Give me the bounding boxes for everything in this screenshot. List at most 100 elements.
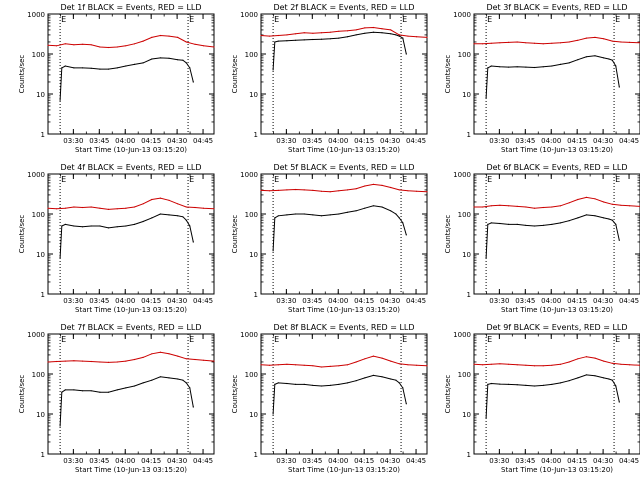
- events-series-point: [559, 63, 562, 65]
- lld-series-point: [551, 206, 553, 208]
- lld-series-point: [381, 357, 383, 359]
- events-series-point: [64, 389, 66, 391]
- events-series-point: [274, 383, 276, 385]
- lld-series-point: [346, 364, 349, 366]
- detector-panel-1: Det 1f BLACK = Events, RED = LLD 1 10 100 10…: [18, 3, 215, 154]
- lld-series-point: [416, 36, 418, 38]
- lld-series-point: [203, 45, 205, 47]
- events-series-point: [487, 383, 489, 385]
- events-series-point: [372, 31, 374, 33]
- events-series-point: [185, 62, 187, 64]
- lld-series-point: [508, 363, 510, 365]
- y-tick-label: 1: [254, 131, 258, 139]
- lld-series-point: [482, 206, 484, 208]
- events-series-point: [274, 41, 276, 43]
- lld-series-point: [260, 34, 262, 37]
- events-series-point: [402, 37, 404, 39]
- x-tick-label: 03:45: [302, 457, 322, 465]
- y-tick-label: 1000: [453, 331, 471, 339]
- lld-series-point: [295, 364, 297, 366]
- x-tick-label: 04:45: [406, 137, 426, 145]
- events-series-point: [272, 413, 274, 415]
- plot-frame: [47, 173, 215, 295]
- lld-series-point: [213, 46, 215, 48]
- panel-title: Det 6f BLACK = Events, RED = LLD: [486, 163, 627, 172]
- lld-series-line: [47, 34, 215, 49]
- x-tick-label: 04:45: [406, 297, 426, 305]
- lld-series-point: [473, 206, 475, 208]
- lld-series-point: [533, 42, 536, 44]
- y-tick-label: 10: [36, 91, 45, 99]
- x-tick-label: 04:15: [567, 457, 587, 465]
- lld-series-point: [525, 42, 527, 44]
- lld-series-point: [490, 42, 492, 44]
- y-tick-label: 10: [462, 91, 471, 99]
- events-series-point: [151, 379, 153, 381]
- events-series-point: [295, 39, 297, 41]
- x-axis-label: Start Time (10-Jun-13 03:15:20): [75, 306, 187, 314]
- events-series-line: [59, 376, 194, 427]
- lld-series-point: [177, 355, 179, 357]
- e-marker-label: E: [487, 15, 492, 24]
- events-series-point: [189, 67, 191, 69]
- lld-series-point: [194, 43, 196, 45]
- lld-series-point: [277, 34, 279, 37]
- lld-series-point: [142, 356, 144, 358]
- events-series-point: [125, 387, 127, 389]
- events-series-point: [603, 377, 605, 379]
- lld-series-point: [185, 358, 187, 360]
- events-series-point: [312, 214, 314, 216]
- y-tick-label: 1: [41, 131, 45, 139]
- events-series-point: [525, 384, 527, 386]
- panel-title: Det 5f BLACK = Events, RED = LLD: [273, 163, 414, 172]
- lld-series-point: [568, 361, 570, 363]
- events-series-point: [594, 55, 596, 57]
- detector-panel-7: Det 7f BLACK = Events, RED = LLD 1 10 100 10…: [18, 323, 215, 474]
- events-series-point: [329, 214, 331, 216]
- events-series-point: [516, 384, 518, 386]
- lld-series-line: [260, 355, 428, 368]
- events-series-point: [107, 391, 110, 393]
- x-tick-label: 04:00: [115, 457, 135, 465]
- lld-series-point: [629, 41, 631, 44]
- x-tick-label: 04:45: [619, 137, 639, 145]
- events-series-point: [615, 385, 617, 387]
- events-series-point: [381, 376, 383, 378]
- lld-series-point: [364, 27, 366, 29]
- y-axis-label: Counts/sec: [444, 215, 452, 254]
- x-tick-label: 04:00: [541, 137, 561, 145]
- events-series-point: [329, 38, 331, 40]
- lld-series-point: [390, 186, 392, 189]
- lld-series-point: [398, 363, 400, 365]
- events-series-line: [485, 214, 620, 258]
- x-tick-label: 04:00: [328, 137, 348, 145]
- lld-series-point: [499, 363, 501, 365]
- lld-series-point: [577, 198, 579, 201]
- lld-series-point: [390, 29, 392, 31]
- events-series-point: [402, 387, 404, 389]
- lld-series-point: [56, 45, 58, 47]
- detector-panel-4: Det 4f BLACK = Events, RED = LLD 1 10 100 10…: [18, 163, 215, 314]
- lld-series-point: [142, 40, 144, 42]
- y-tick-label: 100: [245, 211, 258, 219]
- x-tick-label: 04:00: [115, 137, 135, 145]
- lld-series-point: [525, 364, 527, 366]
- events-series-point: [585, 214, 588, 216]
- events-series-point: [182, 379, 184, 381]
- events-series-point: [516, 66, 518, 68]
- events-series-point: [286, 40, 288, 42]
- lld-series-point: [329, 191, 331, 193]
- events-series-point: [90, 390, 92, 392]
- x-tick-label: 04:30: [593, 457, 613, 465]
- panel-title: Det 2f BLACK = Events, RED = LLD: [273, 3, 414, 12]
- events-series-point: [107, 227, 110, 229]
- lld-series-point: [329, 365, 331, 367]
- lld-series-point: [611, 203, 613, 205]
- events-series-point: [485, 417, 487, 419]
- events-series-point: [390, 210, 392, 212]
- lld-series-point: [407, 35, 409, 37]
- y-tick-label: 100: [458, 211, 471, 219]
- lld-series-point: [629, 364, 631, 366]
- events-series-point: [405, 53, 407, 55]
- lld-series-point: [594, 36, 596, 39]
